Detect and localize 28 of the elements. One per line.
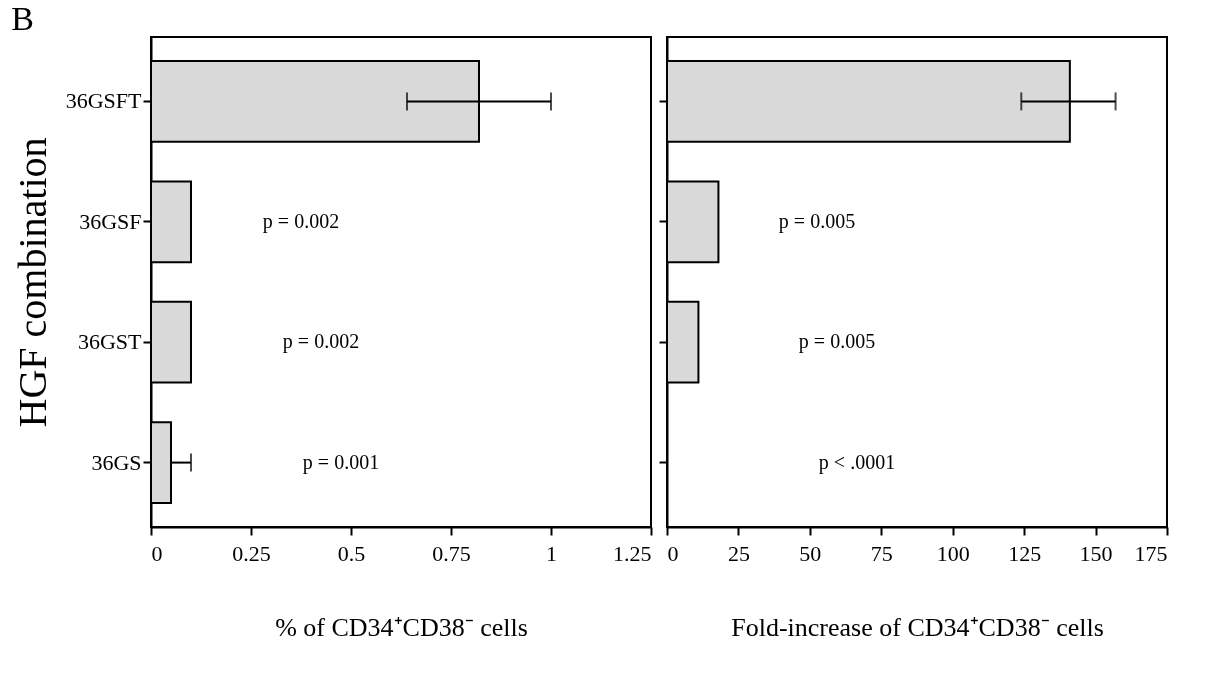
annotation: p = 0.002	[282, 330, 360, 354]
x-tick-label: 0	[151, 540, 163, 566]
x-tick-label: 0.5	[337, 540, 366, 566]
annotation: p = 0.002	[262, 209, 340, 233]
x-tick-label: 125	[1008, 540, 1042, 566]
y-tick-label: 36GSFT	[65, 88, 143, 114]
y-axis-title: HGF combination	[9, 137, 55, 428]
x-tick-label: 25	[727, 540, 750, 566]
y-tick-label: 36GST	[77, 329, 143, 355]
x-tick-label: 150	[1079, 540, 1113, 566]
x-tick-label: 175	[1134, 540, 1168, 566]
x-tick-label: 50	[799, 540, 822, 566]
x-tick-label: 0.25	[232, 540, 271, 566]
x-tick-label: 1.25	[613, 540, 652, 566]
y-tick-label: 36GS	[91, 449, 142, 475]
x-tick-label: 1	[546, 540, 557, 566]
x-axis-title: Fold-increase of CD34⁺CD38⁻ cells	[731, 612, 1104, 642]
x-tick-label: 100	[936, 540, 970, 566]
y-tick-label: 36GSF	[79, 208, 142, 234]
annotation: p = 0.005	[778, 209, 856, 233]
x-tick-label: 0.75	[432, 540, 471, 566]
chart-title: B	[11, 0, 34, 37]
annotation: p < .0001	[818, 450, 896, 474]
x-axis-title: % of CD34⁺CD38⁻ cells	[275, 612, 528, 642]
annotation: p = 0.005	[798, 330, 876, 354]
x-tick-label: 0	[667, 540, 679, 566]
annotation: p = 0.001	[302, 450, 380, 474]
x-tick-label: 75	[870, 540, 893, 566]
